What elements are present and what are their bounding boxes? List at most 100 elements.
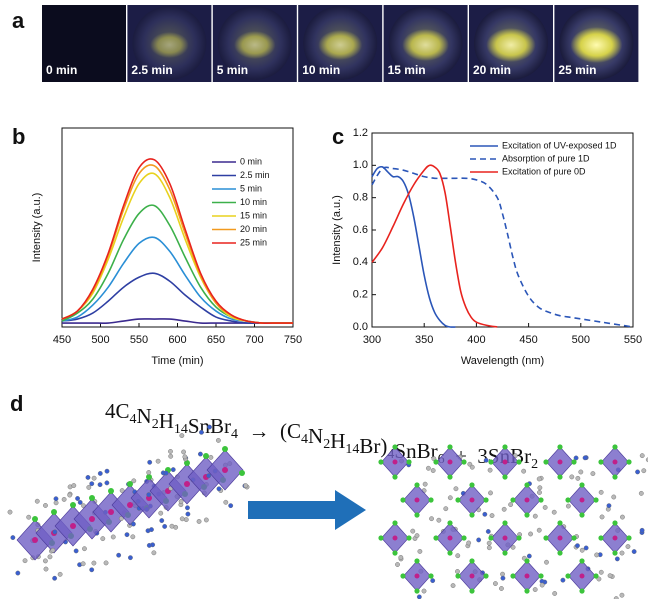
equation-subscript: 4 — [301, 432, 308, 447]
br-atom — [571, 535, 576, 540]
atom — [600, 515, 604, 519]
sn-atom — [415, 498, 420, 503]
atom — [35, 499, 39, 503]
y-tick-label: 0.2 — [353, 289, 368, 301]
atom — [483, 512, 487, 516]
br-atom — [510, 497, 515, 502]
atom — [486, 529, 490, 533]
x-tick-label: 500 — [91, 334, 109, 346]
br-atom — [565, 573, 570, 578]
glow — [318, 30, 362, 60]
br-atom — [502, 550, 507, 555]
atom — [180, 433, 184, 437]
br-atom — [557, 444, 562, 449]
atom — [640, 453, 644, 457]
br-atom — [510, 573, 515, 578]
br-atom — [538, 497, 543, 502]
br-atom — [51, 509, 57, 515]
atom — [82, 546, 86, 550]
atom — [632, 549, 636, 553]
br-atom — [571, 459, 576, 464]
glow — [570, 27, 622, 63]
atom — [183, 455, 187, 459]
atom — [620, 593, 624, 597]
atom — [537, 490, 541, 494]
br-atom — [483, 497, 488, 502]
panel-label: c — [332, 124, 344, 149]
page: a b c d 4C4N2H14SnBr4 → (C4N2H14Br)4SnBr… — [0, 0, 648, 604]
atom — [160, 518, 164, 522]
br-atom — [414, 558, 419, 563]
atom — [429, 516, 433, 520]
equation-subscript: 4 — [130, 412, 137, 427]
atom — [68, 493, 72, 497]
br-atom — [579, 588, 584, 593]
atom — [74, 549, 78, 553]
atom — [198, 452, 202, 456]
atom — [184, 517, 188, 521]
atom — [418, 549, 422, 553]
atom — [244, 483, 248, 487]
atom — [584, 546, 588, 550]
atom — [620, 515, 624, 519]
atom — [537, 528, 541, 532]
atom — [128, 555, 132, 559]
sn-atom — [503, 460, 508, 465]
y-tick-label: 0.4 — [353, 256, 368, 268]
photo-caption: 0 min — [46, 63, 77, 77]
atom — [570, 475, 574, 479]
br-atom — [598, 459, 603, 464]
atom — [493, 581, 497, 585]
br-atom — [70, 502, 76, 508]
photo-caption: 10 min — [302, 63, 340, 77]
atom — [105, 469, 109, 473]
br-atom — [406, 459, 411, 464]
x-axis-title: Time (min) — [151, 355, 203, 367]
atom — [75, 496, 79, 500]
br-atom — [433, 459, 438, 464]
atom — [580, 548, 584, 552]
br-atom — [516, 459, 521, 464]
br-atom — [598, 535, 603, 540]
photo-caption: 2.5 min — [131, 63, 172, 77]
atom — [488, 468, 492, 472]
sn-atom — [470, 574, 475, 579]
atom — [490, 513, 494, 517]
atom — [537, 477, 541, 481]
equation-text: → (C — [238, 419, 301, 443]
atom — [90, 568, 94, 572]
br-atom — [543, 459, 548, 464]
data-line — [372, 167, 633, 327]
panel-label: d — [10, 391, 23, 416]
photo-caption: 5 min — [217, 63, 248, 77]
atom — [86, 475, 90, 479]
br-atom — [447, 520, 452, 525]
x-tick-label: 300 — [363, 334, 381, 346]
br-atom — [392, 444, 397, 449]
br-atom — [612, 474, 617, 479]
atom — [207, 425, 211, 429]
atom — [206, 473, 210, 477]
atom — [455, 569, 459, 573]
reaction-equation: 4C4N2H14SnBr4 → (C4N2H14Br)4SnBr6 + 3SnB… — [105, 399, 538, 472]
br-atom — [32, 516, 38, 522]
sn-atom — [558, 536, 563, 541]
atom — [417, 595, 421, 599]
atom — [181, 450, 185, 454]
atom — [186, 512, 190, 516]
br-atom — [579, 482, 584, 487]
atom — [444, 506, 448, 510]
glow — [150, 32, 189, 58]
br-atom — [469, 558, 474, 563]
equation-text: H — [330, 429, 345, 453]
atom — [533, 587, 537, 591]
atom — [147, 460, 151, 464]
legend-label: 20 min — [240, 224, 267, 234]
sn-atom — [415, 574, 420, 579]
glow — [234, 31, 275, 59]
sn-atom — [32, 537, 38, 543]
panel-label: b — [12, 124, 25, 149]
br-atom — [428, 497, 433, 502]
atom — [395, 562, 399, 566]
atom — [228, 503, 232, 507]
